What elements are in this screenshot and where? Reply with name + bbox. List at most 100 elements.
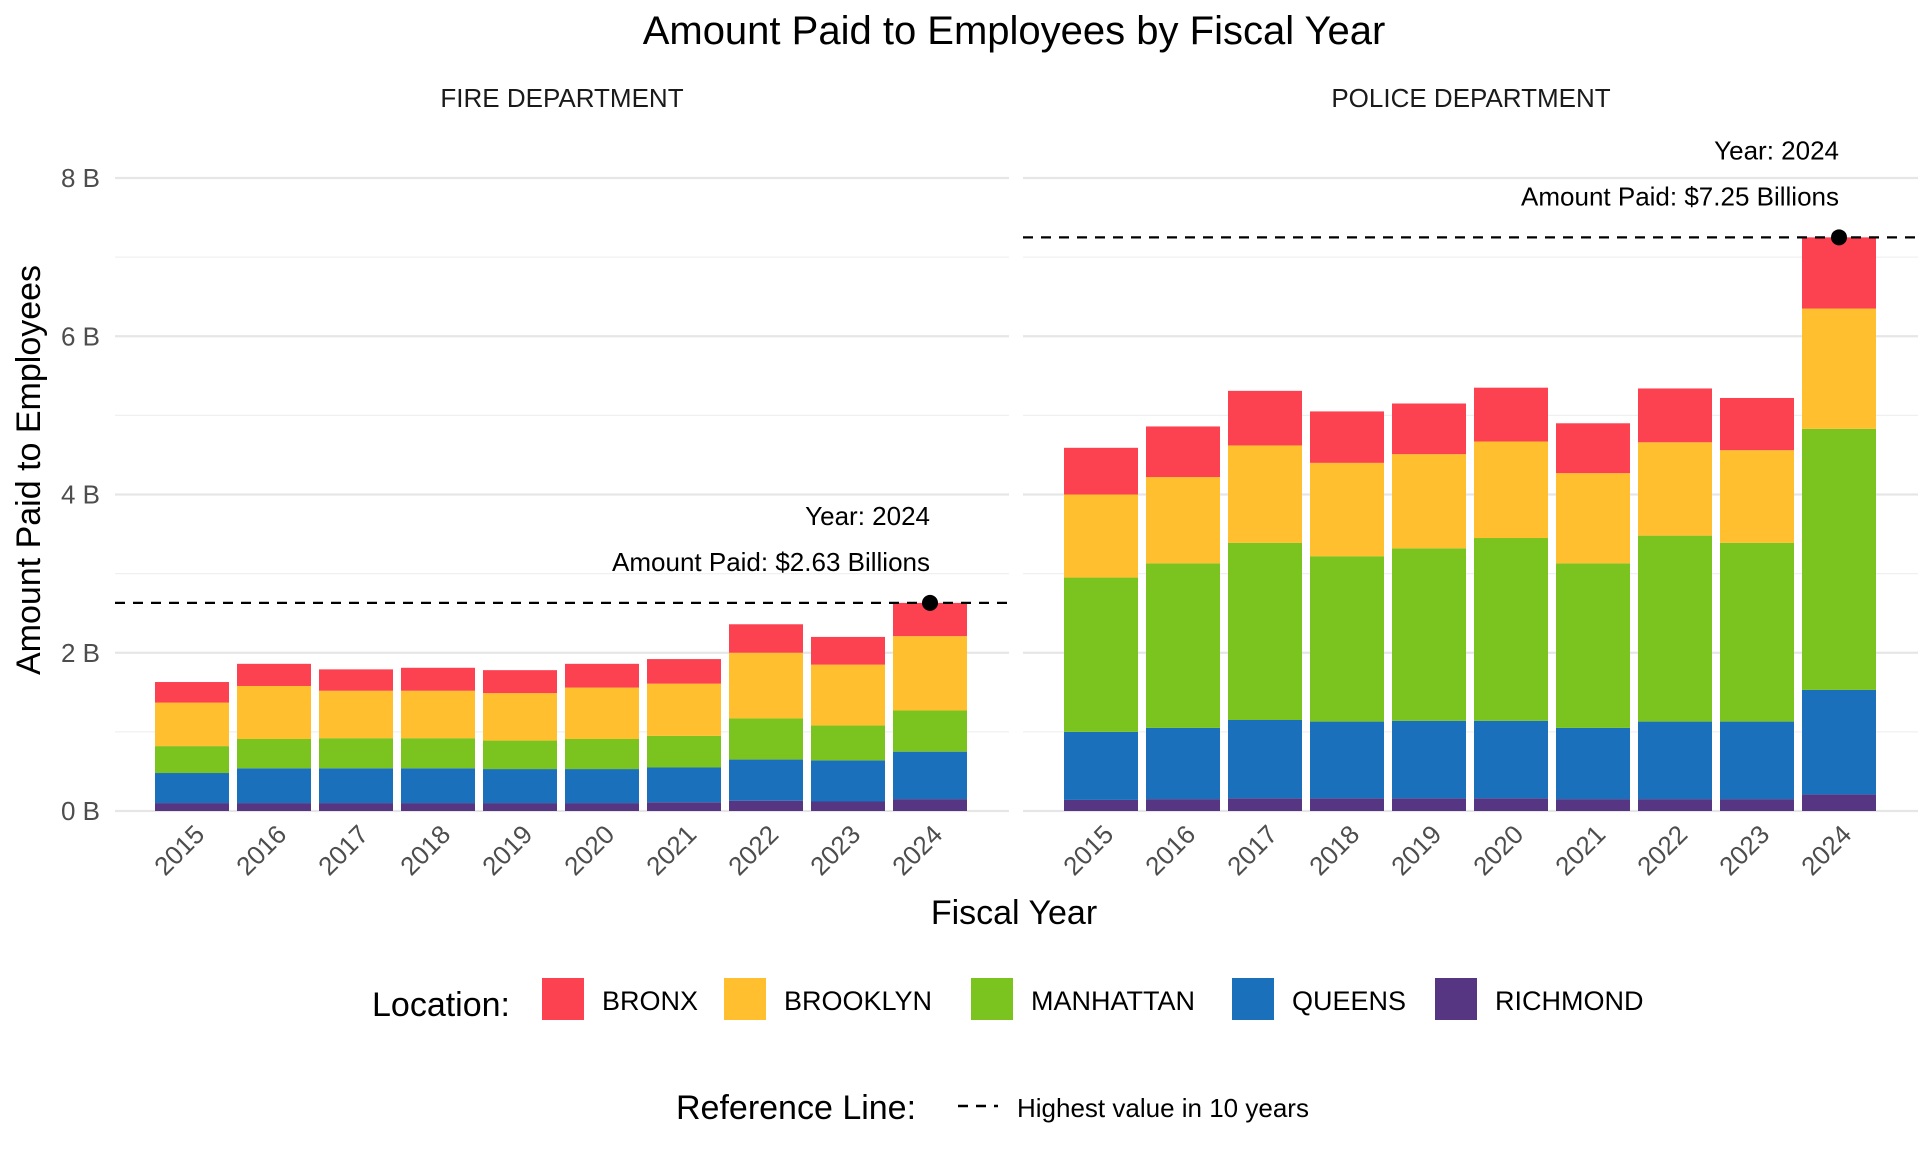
- bar-segment-bronx-2023: [811, 636, 885, 665]
- bar-segment-queens-2022: [729, 759, 803, 801]
- bar-segment-richmond-2022: [1638, 799, 1712, 811]
- bar-segment-queens-2016: [237, 768, 311, 804]
- bar-segment-brooklyn-2018: [401, 690, 475, 739]
- bar-segment-manhattan-2018: [1310, 556, 1384, 722]
- bar-segment-queens-2015: [1064, 731, 1138, 800]
- bar-segment-manhattan-2018: [401, 738, 475, 769]
- bar-segment-richmond-2017: [1228, 798, 1302, 811]
- bar-segment-bronx-2021: [1556, 423, 1630, 474]
- x-tick-label: 2024: [1795, 819, 1857, 881]
- bar-segment-richmond-2019: [1392, 798, 1466, 811]
- bar-segment-manhattan-2022: [1638, 535, 1712, 722]
- bar-segment-manhattan-2024: [1802, 428, 1876, 690]
- bar-segment-brooklyn-2015: [155, 702, 229, 747]
- legend-swatch-manhattan: [971, 978, 1013, 1020]
- bar-segment-richmond-2018: [401, 803, 475, 811]
- bar-segment-manhattan-2017: [319, 738, 393, 769]
- bar-segment-manhattan-2020: [1474, 538, 1548, 721]
- bar-segment-brooklyn-2019: [483, 693, 557, 741]
- bar-segment-queens-2020: [565, 769, 639, 804]
- x-tick-label: 2021: [640, 819, 702, 881]
- legend-label-manhattan: MANHATTAN: [1031, 986, 1195, 1016]
- bar-segment-bronx-2017: [1228, 390, 1302, 446]
- bar-segment-bronx-2022: [1638, 388, 1712, 443]
- reference-legend-title: Reference Line:: [676, 1089, 916, 1127]
- bar-segment-richmond-2020: [565, 803, 639, 811]
- bar-segment-queens-2021: [1556, 727, 1630, 800]
- x-tick-label: 2019: [476, 819, 538, 881]
- bar-segment-bronx-2016: [1146, 426, 1220, 478]
- bar-segment-bronx-2019: [1392, 403, 1466, 455]
- panel-title: FIRE DEPARTMENT: [440, 83, 683, 113]
- legend-items: BRONX BROOKLYN MANHATTAN QUEENS RICHMOND: [542, 978, 1644, 1020]
- bar-segment-queens-2024: [1802, 689, 1876, 795]
- x-tick-label: 2020: [1467, 819, 1529, 881]
- bar-segment-bronx-2020: [565, 663, 639, 688]
- bar-segment-queens-2017: [319, 768, 393, 804]
- bar-segment-brooklyn-2022: [1638, 442, 1712, 536]
- bar-segment-brooklyn-2020: [565, 687, 639, 739]
- bar-segment-queens-2019: [1392, 720, 1466, 799]
- x-tick-label: 2015: [1057, 819, 1119, 881]
- x-axis-label: Fiscal Year: [931, 894, 1097, 932]
- bar-segment-bronx-2021: [647, 659, 721, 684]
- panels: FIRE DEPARTMENT 2015 2016 2017 2018 2019 2020 2…: [115, 83, 1918, 881]
- bar-segment-brooklyn-2016: [1146, 477, 1220, 564]
- bars: [155, 602, 967, 811]
- bar-segment-richmond-2023: [811, 801, 885, 811]
- x-tick-label: 2016: [230, 819, 292, 881]
- x-tick-label: 2022: [722, 819, 784, 881]
- bar-segment-richmond-2015: [155, 803, 229, 811]
- bar-segment-richmond-2020: [1474, 798, 1548, 811]
- bar-segment-manhattan-2016: [1146, 563, 1220, 728]
- bar-segment-queens-2020: [1474, 720, 1548, 799]
- bar-segment-brooklyn-2017: [1228, 445, 1302, 543]
- legend-label-queens: QUEENS: [1292, 986, 1406, 1016]
- bar-segment-richmond-2021: [647, 802, 721, 811]
- bar-segment-manhattan-2020: [565, 738, 639, 770]
- bar-segment-queens-2023: [1720, 721, 1794, 800]
- y-tick-label: 8 B: [61, 163, 100, 193]
- reference-point: [1831, 229, 1847, 246]
- x-tick-label: 2016: [1139, 819, 1201, 881]
- x-tick-label: 2015: [148, 819, 210, 881]
- x-tick-label: 2017: [1221, 819, 1283, 881]
- bar-segment-queens-2015: [155, 773, 229, 804]
- bar-segment-queens-2018: [1310, 721, 1384, 799]
- bar-segment-richmond-2024: [893, 799, 967, 811]
- bar-segment-brooklyn-2024: [1802, 308, 1876, 429]
- bar-segment-bronx-2019: [483, 670, 557, 694]
- gridlines: [115, 176, 1009, 813]
- x-tick-label: 2022: [1631, 819, 1693, 881]
- bar-segment-manhattan-2024: [893, 710, 967, 752]
- bar-segment-manhattan-2019: [1392, 548, 1466, 721]
- bar-segment-richmond-2018: [1310, 798, 1384, 811]
- bar-segment-manhattan-2023: [811, 725, 885, 761]
- bar-segment-brooklyn-2021: [1556, 473, 1630, 564]
- bar-segment-richmond-2016: [237, 803, 311, 811]
- reference-legend: Reference Line: Highest value in 10 year…: [676, 1089, 1309, 1127]
- bar-segment-richmond-2024: [1802, 794, 1876, 811]
- bar-segment-manhattan-2022: [729, 718, 803, 760]
- x-tick-label: 2017: [312, 819, 374, 881]
- bar-segment-bronx-2022: [729, 624, 803, 653]
- x-tick-label: 2021: [1549, 819, 1611, 881]
- legend-swatch-richmond: [1435, 978, 1477, 1020]
- x-tick-label: 2023: [804, 819, 866, 881]
- x-tick-label: 2023: [1713, 819, 1775, 881]
- bar-segment-manhattan-2019: [483, 740, 557, 770]
- bar-segment-bronx-2015: [1064, 447, 1138, 495]
- bar-segment-bronx-2024: [1802, 237, 1876, 309]
- bar-segment-manhattan-2017: [1228, 542, 1302, 721]
- bar-segment-queens-2017: [1228, 720, 1302, 799]
- legend-label-brooklyn: BROOKLYN: [784, 986, 932, 1016]
- x-tick-label: 2019: [1385, 819, 1447, 881]
- annotation-year: Year: 2024: [805, 501, 930, 531]
- bar-segment-queens-2018: [401, 768, 475, 804]
- bar-segment-bronx-2016: [237, 663, 311, 686]
- bar-segment-manhattan-2015: [155, 746, 229, 774]
- y-axis: 0 B 2 B 4 B 6 B 8 B: [61, 163, 100, 826]
- location-legend: Location: BRONX BROOKLYN MANHATTAN QUEENS RI…: [372, 978, 1644, 1024]
